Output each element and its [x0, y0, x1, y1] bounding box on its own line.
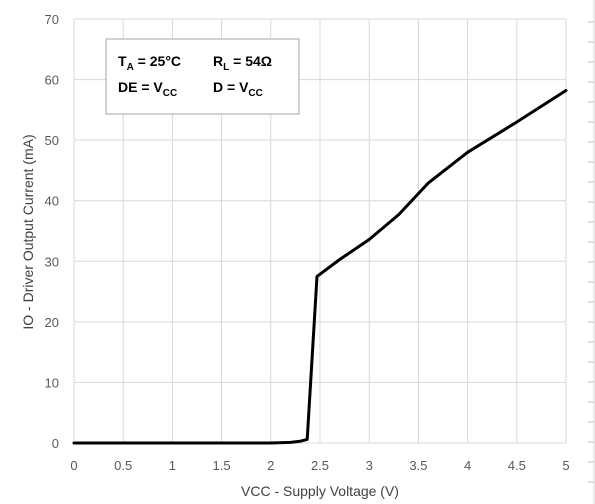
x-tick-label: 4: [464, 458, 471, 473]
x-tick-label: 3.5: [409, 458, 427, 473]
y-tick-label: 20: [45, 315, 59, 330]
x-axis-title: VCC - Supply Voltage (V): [241, 483, 399, 499]
x-tick-label: 0: [70, 458, 77, 473]
x-tick-label: 2: [267, 458, 274, 473]
y-tick-label: 40: [45, 194, 59, 209]
y-tick-label: 10: [45, 375, 59, 390]
y-tick-labels: 0 10 20 30 40 50 60 70: [45, 12, 59, 451]
x-tick-labels: 0 0.5 1 1.5 2 2.5 3 3.5 4 4.5 5: [70, 458, 569, 473]
x-tick-label: 3: [366, 458, 373, 473]
y-tick-label: 0: [52, 436, 59, 451]
legend-rl: RL = 54Ω: [213, 53, 272, 73]
series-line: [72, 89, 568, 445]
x-tick-label: 5: [562, 458, 569, 473]
x-tick-label: 2.5: [311, 458, 329, 473]
right-edge-ticks: [588, 0, 595, 504]
legend-de: DE = VCC: [118, 79, 177, 99]
x-tick-label: 4.5: [508, 458, 526, 473]
y-tick-label: 70: [45, 12, 59, 27]
legend-d: D = VCC: [213, 79, 263, 99]
y-axis-title: IO - Driver Output Current (mA): [20, 134, 36, 329]
legend-box: TA = 25°C RL = 54Ω DE = VCC D = VCC: [105, 38, 300, 115]
y-tick-label: 50: [45, 133, 59, 148]
y-tick-label: 30: [45, 254, 59, 269]
series-group: [72, 89, 568, 445]
x-tick-label: 1.5: [213, 458, 231, 473]
x-tick-label: 1: [169, 458, 176, 473]
legend-ta: TA = 25°C: [118, 53, 181, 73]
y-tick-label: 60: [45, 73, 59, 88]
x-tick-label: 0.5: [114, 458, 132, 473]
legend-border: [105, 38, 300, 115]
